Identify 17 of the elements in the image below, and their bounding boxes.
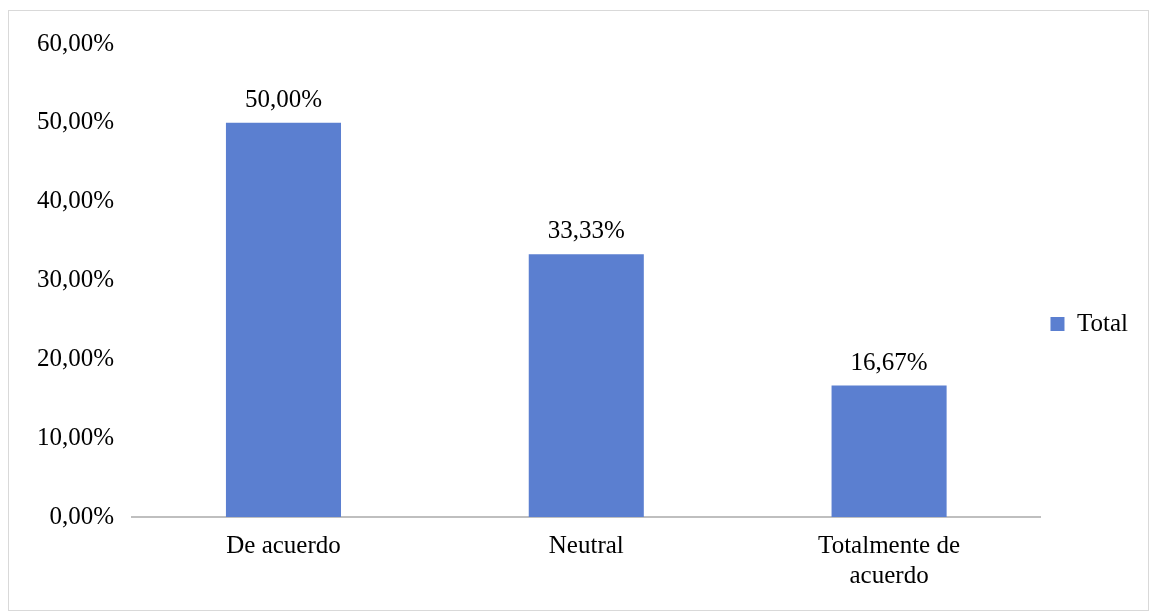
y-tick-label: 20,00%	[37, 343, 115, 371]
y-tick-label: 10,00%	[37, 422, 115, 450]
data-label: 33,33%	[547, 216, 625, 244]
x-tick-label: De acuerdo	[226, 530, 341, 558]
y-tick-label: 30,00%	[37, 265, 115, 293]
y-tick-label: 50,00%	[37, 107, 115, 135]
y-tick-label: 40,00%	[37, 186, 115, 214]
x-tick-label: Totalmente de acuerdo	[818, 530, 961, 588]
data-label: 50,00%	[244, 84, 323, 112]
y-tick-label: 60,00%	[37, 28, 115, 56]
data-label: 16,67%	[850, 347, 928, 375]
y-tick-label: 0,00%	[49, 501, 115, 529]
legend-label: Total	[1076, 308, 1129, 336]
bar	[225, 122, 342, 517]
bar	[528, 254, 644, 517]
x-tick-label: Neutral	[548, 530, 624, 558]
bar	[831, 385, 947, 517]
